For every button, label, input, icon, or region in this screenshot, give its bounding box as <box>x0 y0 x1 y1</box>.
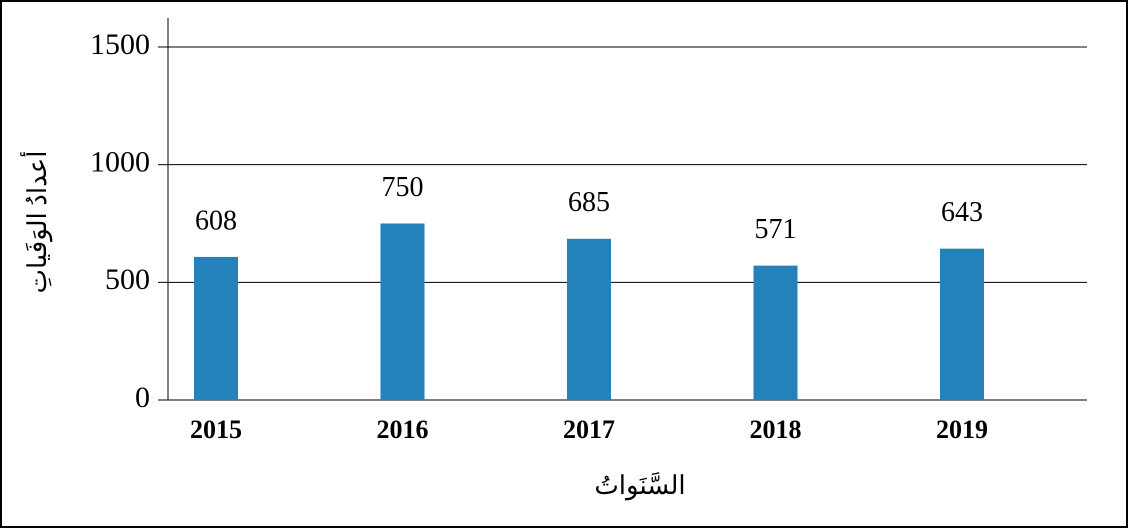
value-label: 643 <box>941 197 983 228</box>
value-label: 750 <box>382 172 424 203</box>
value-label: 685 <box>568 187 610 218</box>
x-tick-label: 2018 <box>750 415 802 444</box>
x-tick-label: 2016 <box>377 415 429 444</box>
bar <box>940 248 984 400</box>
x-tick-label: 2019 <box>936 415 988 444</box>
x-tick-label: 2017 <box>563 415 615 444</box>
value-label: 571 <box>755 214 797 245</box>
y-axis-title: أعدادُ الوَفَياتِ <box>19 151 53 294</box>
bar <box>194 256 238 400</box>
y-tick-label: 1000 <box>90 146 150 179</box>
y-tick-label: 500 <box>105 263 150 296</box>
value-label: 608 <box>195 205 237 236</box>
x-tick-label: 2015 <box>190 415 242 444</box>
bar <box>380 223 425 400</box>
x-axis-title: السَّنَواتُ <box>594 471 685 501</box>
bar <box>567 238 611 400</box>
bar <box>753 265 798 400</box>
y-tick-label: 0 <box>135 381 150 414</box>
y-tick-label: 1500 <box>90 28 150 61</box>
